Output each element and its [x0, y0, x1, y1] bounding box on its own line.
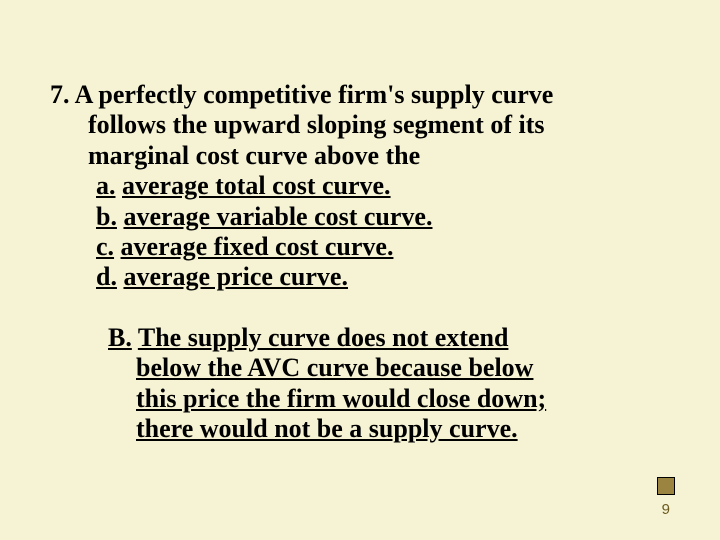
option-c-label: c. [96, 232, 114, 261]
question-block: 7. A perfectly competitive firm's supply… [50, 80, 670, 293]
answer-line-3: this price the firm would close down; [108, 384, 580, 414]
option-b-label: b. [96, 202, 117, 231]
page-number: 9 [662, 501, 670, 518]
question-text-line2: follows the upward sloping segment of it… [50, 110, 670, 140]
option-b: b. average variable cost curve. [96, 202, 670, 232]
question-text-line1: A perfectly competitive firm's supply cu… [75, 80, 554, 109]
option-b-text: average variable cost curve. [123, 202, 432, 231]
question-number: 7. [50, 80, 70, 109]
option-a: a. average total cost curve. [96, 171, 670, 201]
question-line-1: 7. A perfectly competitive firm's supply… [50, 80, 670, 110]
answer-text-line1: The supply curve does not extend [138, 323, 509, 352]
option-a-text: average total cost curve. [122, 171, 391, 200]
option-d-text: average price curve. [123, 262, 348, 291]
option-a-label: a. [96, 171, 116, 200]
slide-container: 7. A perfectly competitive firm's supply… [0, 0, 720, 540]
option-d: d. average price curve. [96, 262, 670, 292]
answer-line-4: there would not be a supply curve. [108, 414, 580, 444]
answer-label: B. [108, 323, 132, 352]
answer-text-line2: below the AVC curve because below [136, 353, 533, 382]
option-d-label: d. [96, 262, 117, 291]
question-text-line3: marginal cost curve above the [50, 141, 670, 171]
option-c: c. average fixed cost curve. [96, 232, 670, 262]
answer-text-line3: this price the firm would close down; [136, 384, 546, 413]
decorative-corner-box [657, 477, 675, 495]
answer-line-2: below the AVC curve because below [108, 353, 580, 383]
answer-text-line4: there would not be a supply curve. [136, 414, 518, 443]
option-c-text: average fixed cost curve. [121, 232, 394, 261]
options-list: a. average total cost curve. b. average … [50, 171, 670, 293]
answer-line-1: B. The supply curve does not extend [108, 323, 580, 353]
answer-block: B. The supply curve does not extend belo… [50, 323, 670, 445]
